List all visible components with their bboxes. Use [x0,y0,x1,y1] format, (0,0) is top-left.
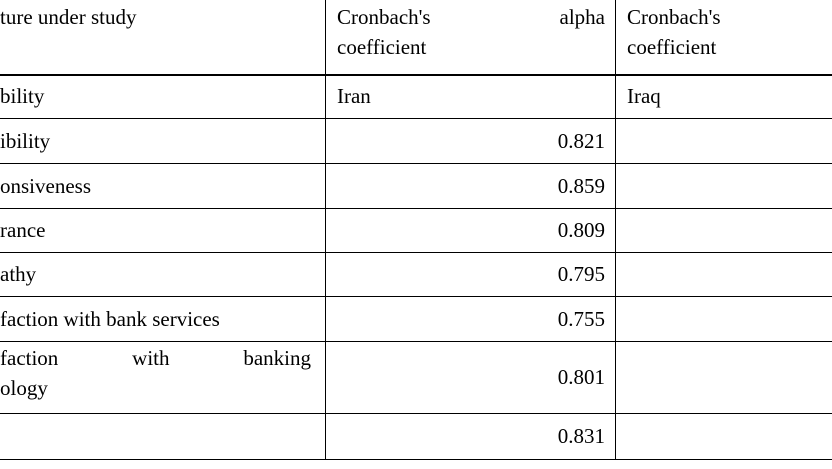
cell-text: 0.809 [557,218,605,242]
col-border [615,0,616,460]
cell-value: 0.809 [337,215,605,245]
cell-value: Iran [337,81,605,111]
row-label: rance [0,215,311,245]
row-label: athy [0,259,311,289]
cell-text: ibility [0,128,51,153]
cell-text: coefficient [627,35,717,59]
header-cell: Cronbach's coefficient [627,2,832,62]
cell-text: Cronbach's [627,5,721,29]
cell-text: coefficient [337,35,427,59]
cell-text: faction with bank services [0,306,220,331]
row-label: faction with banking ology [0,343,311,403]
cell-text: 0.801 [557,365,605,389]
row-border [0,208,832,209]
row-border [0,118,832,119]
header-cell: Cronbach's alpha coefficient [337,2,605,62]
cell-text: ture under study [0,5,137,29]
cell-text: 0.755 [557,306,605,331]
cell-text: 0.831 [557,424,605,448]
row-label: onsiveness [0,171,311,201]
row-border [0,413,832,414]
cell-text: faction with banking [0,346,311,370]
cell-text: Iran [337,84,371,108]
cell-value: Iraq [627,81,832,111]
row-border [0,459,832,460]
cell-value: 0.795 [337,259,605,289]
row-label: bility [0,81,311,111]
cell-value: 0.859 [337,171,605,201]
cell-text: onsiveness [0,173,91,198]
row-border [0,74,832,76]
cell-text: ology [0,376,48,400]
cell-text: athy [0,262,37,286]
cell-text: rance [0,218,46,242]
col-border [325,0,326,460]
cell-text: 0.821 [557,128,605,153]
cell-value: 0.755 [337,304,605,334]
cell-text: bility [0,84,45,108]
cell-text: 0.795 [557,262,605,286]
cell-text: 0.859 [557,173,605,198]
row-border [0,341,832,342]
row-label: ibility [0,126,311,156]
row-label: faction with bank services [0,304,311,334]
cell-value: 0.821 [337,126,605,156]
header-cell: ture under study [0,2,320,32]
cell-text: Cronbach's alpha [337,5,605,29]
cell-value: 0.831 [337,421,605,451]
row-border [0,296,832,297]
row-border [0,252,832,253]
cell-value: 0.801 [337,362,605,392]
cell-text: Iraq [627,84,661,108]
row-border [0,163,832,164]
